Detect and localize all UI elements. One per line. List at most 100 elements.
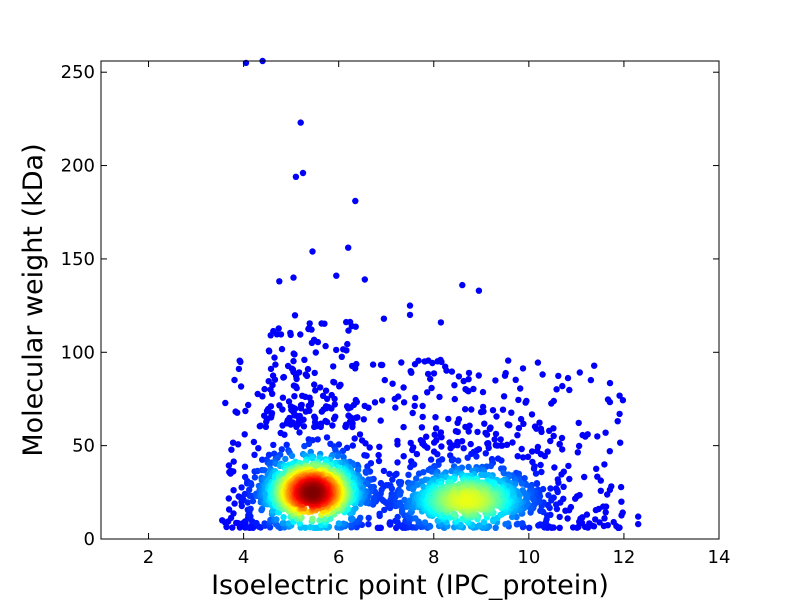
- y-tick-label: 200: [61, 156, 95, 177]
- scatter-point: [307, 524, 314, 531]
- scatter-point: [343, 318, 350, 326]
- scatter-point: [375, 451, 382, 459]
- scatter-point: [230, 510, 237, 517]
- scatter-point: [479, 403, 487, 411]
- scatter-point: [428, 384, 435, 392]
- y-tick-label: 250: [61, 62, 95, 83]
- scatter-point: [490, 516, 497, 523]
- scatter-point: [597, 487, 604, 494]
- scatter-point: [412, 515, 419, 522]
- scatter-point: [244, 499, 251, 506]
- scatter-point: [470, 385, 477, 393]
- scatter-point: [498, 457, 505, 464]
- scatter-point: [331, 379, 338, 386]
- scatter-point: [265, 451, 273, 458]
- scatter-point: [235, 365, 243, 373]
- scatter-point: [231, 376, 238, 384]
- scatter-point: [582, 433, 589, 440]
- scatter-point: [303, 372, 311, 380]
- scatter-point: [369, 361, 377, 368]
- scatter-point: [635, 520, 642, 528]
- scatter-point: [502, 521, 509, 528]
- scatter-point: [374, 524, 381, 531]
- plot-frame: [100, 60, 720, 540]
- scatter-point: [291, 351, 298, 358]
- scatter-point: [594, 433, 601, 440]
- y-tick-label: 150: [61, 249, 95, 270]
- scatter-point: [478, 471, 485, 479]
- scatter-point: [261, 467, 268, 474]
- scatter-point: [475, 372, 482, 379]
- scatter-point: [432, 414, 439, 421]
- scatter-point: [443, 367, 450, 374]
- scatter-point: [309, 248, 316, 255]
- scatter-point: [412, 394, 419, 402]
- scatter-point: [280, 374, 287, 381]
- scatter-point: [409, 446, 416, 454]
- scatter-point: [377, 361, 385, 369]
- scatter-point: [533, 425, 540, 432]
- scatter-point: [538, 428, 545, 436]
- scatter-point: [251, 474, 259, 481]
- scatter-point: [376, 510, 383, 517]
- scatter-point: [474, 428, 481, 436]
- scatter-point: [429, 359, 436, 367]
- scatter-point: [480, 518, 488, 526]
- scatter-point: [556, 524, 563, 531]
- scatter-point: [311, 381, 318, 388]
- scatter-point: [434, 451, 441, 458]
- scatter-point: [287, 331, 294, 339]
- scatter-point: [322, 387, 330, 394]
- scatter-point: [427, 375, 434, 383]
- scatter-point: [388, 485, 396, 492]
- scatter-point: [291, 393, 298, 400]
- scatter-point: [340, 520, 347, 527]
- scatter-point: [545, 492, 552, 499]
- scatter-point: [234, 409, 241, 416]
- scatter-point: [279, 394, 287, 401]
- scatter-point: [316, 517, 323, 524]
- scatter-point: [436, 393, 443, 401]
- scatter-point: [475, 287, 483, 294]
- scatter-point: [575, 442, 583, 450]
- scatter-point: [249, 497, 257, 505]
- scatter-point: [371, 399, 379, 406]
- scatter-point: [606, 379, 614, 387]
- y-tick-label: 50: [72, 436, 95, 457]
- scatter-point: [494, 442, 501, 449]
- scatter-point: [270, 441, 277, 449]
- scatter-point: [610, 518, 617, 526]
- scatter-point: [467, 440, 474, 448]
- scatter-point: [457, 521, 464, 528]
- scatter-point: [574, 449, 581, 456]
- scatter-point: [448, 368, 456, 375]
- scatter-point: [559, 382, 566, 390]
- scatter-point: [409, 409, 416, 417]
- scatter-point: [267, 365, 275, 373]
- scatter-point: [594, 473, 601, 480]
- scatter-point: [343, 347, 350, 354]
- scatter-point: [454, 419, 461, 426]
- scatter-point: [445, 415, 452, 423]
- scatter-point: [352, 365, 359, 372]
- scatter-point: [301, 442, 308, 450]
- scatter-point: [438, 358, 445, 366]
- scatter-point: [514, 453, 521, 460]
- scatter-point: [229, 524, 236, 531]
- scatter-point: [293, 423, 300, 430]
- axis-ticks: 2 4 6 8 10 12 14 0 50 100 150 200 250: [61, 61, 730, 568]
- scatter-point: [318, 408, 325, 415]
- scatter-point: [518, 480, 526, 487]
- scatter-point: [553, 485, 560, 492]
- scatter-point: [477, 408, 485, 416]
- scatter-point: [405, 471, 412, 478]
- scatter-point: [328, 405, 335, 412]
- scatter-point: [300, 423, 308, 430]
- scatter-point: [230, 468, 237, 475]
- scatter-point: [500, 393, 508, 400]
- scatter-point: [451, 395, 458, 403]
- scatter-point: [411, 361, 419, 368]
- scatter-point: [225, 506, 233, 513]
- scatter-point: [539, 485, 547, 493]
- scatter-point: [528, 411, 536, 418]
